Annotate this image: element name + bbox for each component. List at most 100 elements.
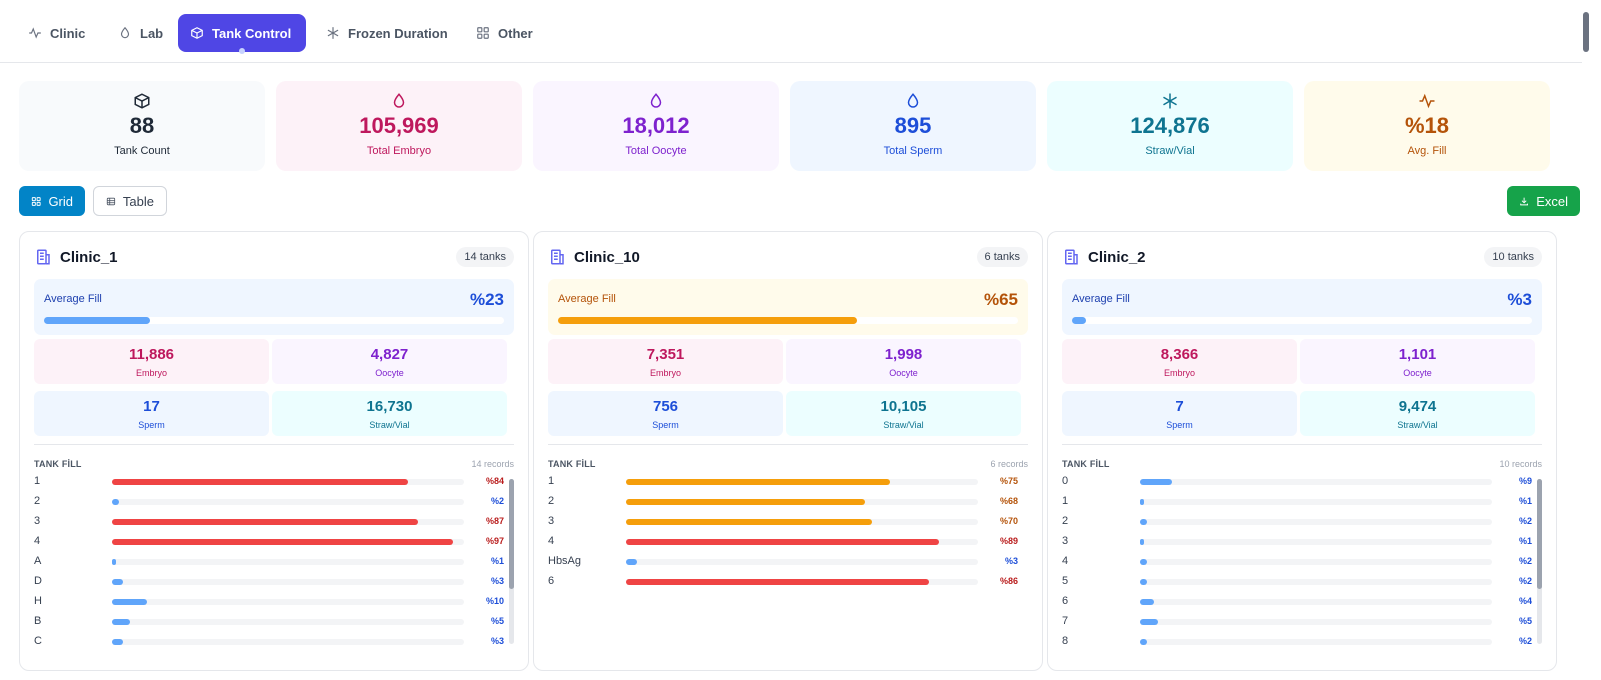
average-fill-box: Average Fill %3: [1062, 279, 1542, 335]
tank-count-badge: 6 tanks: [976, 247, 1028, 267]
tab-tank-control-label: Tank Control: [212, 25, 292, 41]
clinic-card-header: Clinic_1 14 tanks: [34, 244, 514, 270]
tank-count-badge: 10 tanks: [1484, 247, 1542, 267]
average-fill-box: Average Fill %23: [34, 279, 514, 335]
tank-fill-scrollbar[interactable]: [509, 479, 514, 644]
excel-export-button[interactable]: Excel: [1507, 186, 1580, 216]
tank-fill-bar: [626, 539, 940, 545]
tank-fill-row: C %3: [34, 633, 514, 645]
tank-fill-percent: %2: [490, 496, 504, 506]
tank-label: 0: [1062, 475, 1069, 487]
tank-fill-row: B %5: [34, 613, 514, 633]
oocyte-label: Oocyte: [889, 368, 918, 378]
average-fill-track: [558, 317, 1018, 324]
average-fill-label: Average Fill: [558, 293, 616, 305]
sperm-stat: 17 Sperm: [34, 391, 269, 436]
average-fill-label: Average Fill: [44, 293, 102, 305]
grid-icon: [477, 27, 489, 39]
tab-frozen-duration[interactable]: Frozen Duration: [314, 14, 460, 52]
tab-lab[interactable]: Lab: [106, 14, 175, 52]
table-view-label: Table: [122, 193, 154, 209]
tank-fill-bar: [112, 559, 116, 565]
stat-value: 88: [129, 113, 155, 138]
tank-fill-percent: %1: [490, 556, 504, 566]
tank-fill-row: 4 %89: [548, 533, 1028, 553]
tank-fill-percent: %89: [999, 536, 1018, 546]
tank-fill-track: [1140, 639, 1492, 645]
tank-label: 1: [1062, 495, 1069, 507]
tank-fill-percent: %87: [485, 516, 504, 526]
box-icon: [191, 27, 203, 39]
sperm-label: Sperm: [1166, 420, 1193, 430]
tank-fill-track: [1140, 479, 1492, 485]
tank-fill-percent: %1: [1518, 536, 1532, 546]
tab-clinic-label: Clinic: [50, 25, 86, 41]
clinic-name: Clinic_10: [574, 248, 640, 266]
tank-fill-bar: [112, 599, 148, 605]
stat-card: 124,876 Straw/Vial: [1047, 81, 1293, 171]
scrollbar-thumb[interactable]: [509, 479, 514, 589]
embryo-value: 7,351: [646, 346, 685, 363]
tank-fill-percent: %97: [485, 536, 504, 546]
tank-fill-track: [112, 519, 464, 525]
straw-stat: 16,730 Straw/Vial: [272, 391, 507, 436]
tank-fill-list: 1 %84 2 %2 3 %87 4 %97 A %1 D %3 H %10 B %5 C %3: [34, 473, 514, 645]
average-fill-track: [44, 317, 504, 324]
tank-fill-bar: [626, 559, 637, 565]
oocyte-stat: 4,827 Oocyte: [272, 339, 507, 384]
tank-fill-bar: [626, 479, 890, 485]
stat-label: Straw/Vial: [1145, 145, 1195, 157]
tank-fill-track: [1140, 539, 1492, 545]
tank-fill-scrollbar[interactable]: [1537, 479, 1542, 644]
stat-card: 18,012 Total Oocyte: [533, 81, 779, 171]
tank-fill-track: [1140, 499, 1492, 505]
sperm-value: 7: [1175, 398, 1184, 415]
tank-label: C: [34, 635, 42, 645]
tank-fill-percent: %9: [1518, 476, 1532, 486]
tab-other-label: Other: [498, 25, 533, 41]
average-fill-bar: [1072, 317, 1086, 324]
average-fill-label: Average Fill: [1072, 293, 1130, 305]
stat-card: 88 Tank Count: [19, 81, 265, 171]
tank-fill-track: [1140, 619, 1492, 625]
embryo-label: Embryo: [1163, 368, 1195, 378]
tank-label: 1: [34, 475, 41, 487]
average-fill-value: %65: [983, 290, 1018, 309]
tab-lab-label: Lab: [140, 25, 164, 41]
sperm-value: 17: [143, 398, 160, 415]
tank-label: H: [34, 595, 42, 607]
tab-other[interactable]: Other: [464, 14, 545, 52]
grid-view-button[interactable]: Grid: [19, 186, 85, 216]
stat-value: %18: [1404, 113, 1450, 138]
tank-fill-bar: [112, 539, 454, 545]
clinic-card: Clinic_2 10 tanks Average Fill %3 8,366 Embry…: [1047, 231, 1557, 671]
box-icon: [134, 93, 150, 109]
tank-fill-row: 1 %1: [1062, 493, 1542, 513]
tank-fill-percent: %75: [999, 476, 1018, 486]
table-view-button[interactable]: Table: [93, 186, 167, 216]
average-fill-value: %3: [1507, 290, 1532, 309]
tank-fill-row: 0 %9: [1062, 473, 1542, 493]
tab-tank-control[interactable]: Tank Control: [178, 14, 306, 54]
page-scrollbar[interactable]: [1583, 12, 1589, 52]
tank-fill-row: A %1: [34, 553, 514, 573]
excel-export-label: Excel: [1536, 193, 1568, 209]
grid-view-label: Grid: [48, 193, 73, 209]
stat-label: Total Embryo: [366, 145, 432, 157]
clinic-card: Clinic_1 14 tanks Average Fill %23 11,886 Emb…: [19, 231, 529, 671]
drop-icon: [393, 93, 405, 108]
oocyte-stat: 1,998 Oocyte: [786, 339, 1021, 384]
average-fill-track: [1072, 317, 1532, 324]
tank-fill-track: [112, 639, 464, 645]
clinic-card: Clinic_10 6 tanks Average Fill %65 7,351 Embr…: [533, 231, 1043, 671]
drop-icon: [907, 93, 919, 108]
tank-label: 6: [1062, 595, 1069, 607]
activity-icon: [29, 27, 41, 39]
tank-label: 8: [1062, 635, 1069, 645]
tab-clinic[interactable]: Clinic: [16, 14, 97, 52]
tank-label: 2: [1062, 515, 1069, 527]
oocyte-stat: 1,101 Oocyte: [1300, 339, 1535, 384]
scrollbar-thumb[interactable]: [1537, 479, 1542, 589]
tank-fill-percent: %3: [490, 636, 504, 645]
activity-icon: [1419, 93, 1435, 109]
